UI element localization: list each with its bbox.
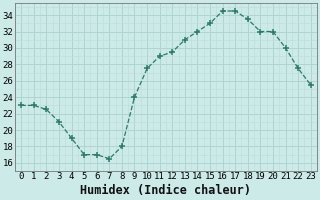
X-axis label: Humidex (Indice chaleur): Humidex (Indice chaleur) — [80, 184, 252, 197]
